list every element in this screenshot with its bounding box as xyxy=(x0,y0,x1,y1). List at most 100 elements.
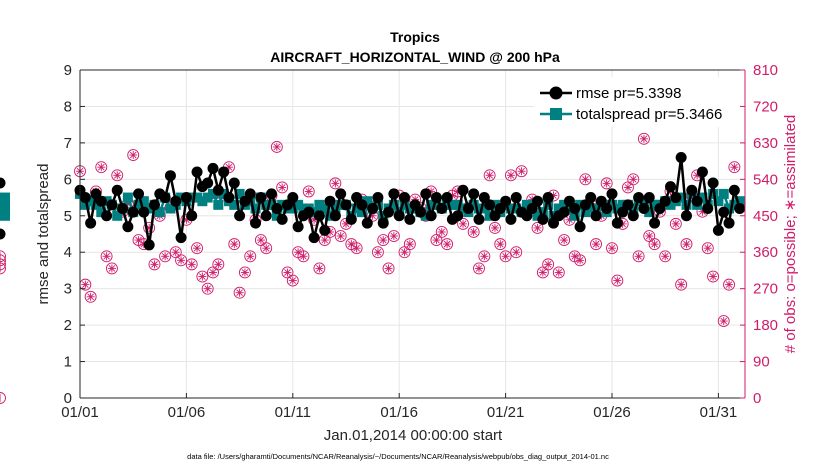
y2-tick-label-8: 720 xyxy=(753,98,778,115)
obs-assimilated-stroke-31-3 xyxy=(241,269,249,276)
y-tick-label-7: 7 xyxy=(64,135,72,152)
rmse-point-106 xyxy=(638,202,650,214)
spread-point-12 xyxy=(138,196,149,207)
y2-tick-label-1: 90 xyxy=(753,354,770,371)
y2-tick-label-2: 180 xyxy=(753,317,778,334)
obs-possible-marker-100 xyxy=(606,242,618,255)
obs-assimilated-stroke-74-3 xyxy=(470,228,477,236)
obs-point-43 xyxy=(302,185,315,198)
obs-assimilated-stroke-93-3 xyxy=(571,252,579,260)
rmse-point-112 xyxy=(670,192,682,204)
rmse-point-125 xyxy=(0,228,6,240)
rmse-point-53 xyxy=(356,199,368,211)
obs-possible-marker-108 xyxy=(648,238,661,251)
rmse-point-103 xyxy=(622,199,634,211)
obs-possible-marker-114 xyxy=(680,238,693,251)
obs-point-2 xyxy=(84,290,97,303)
obs-possible-marker-42 xyxy=(297,250,310,263)
x-tick-label-4: 01/21 xyxy=(487,404,525,421)
rmse-point-115 xyxy=(686,184,698,196)
obs-point-128 xyxy=(0,262,6,275)
rmse-point-44 xyxy=(308,232,320,244)
y2-tick-label-4: 360 xyxy=(753,244,778,261)
obs-possible-marker-123 xyxy=(728,161,741,174)
obs-possible-marker-43 xyxy=(302,185,315,198)
x-tick-label-6: 01/31 xyxy=(700,404,738,421)
obs-assimilated-stroke-51-3 xyxy=(348,240,355,248)
obs-assimilated-stroke-48-3 xyxy=(332,180,339,187)
y-tick-label-4: 4 xyxy=(64,244,72,261)
obs-point-83 xyxy=(515,165,528,178)
rmse-point-7 xyxy=(111,184,123,196)
obs-assimilated-stroke-40-3 xyxy=(289,277,297,284)
rmse-point-10 xyxy=(127,206,139,218)
obs-possible-marker-16 xyxy=(159,250,172,263)
obs-assimilated-stroke-22-3 xyxy=(193,244,201,252)
spread-point-7 xyxy=(112,210,123,221)
obs-assimilated-stroke-42-3 xyxy=(300,252,307,260)
spread-point-75 xyxy=(474,203,484,214)
obs-assimilated-stroke-16-3 xyxy=(161,252,169,260)
obs-point-19 xyxy=(175,254,188,267)
obs-assimilated-stroke-87-3 xyxy=(539,269,547,276)
obs-point-88 xyxy=(542,258,555,271)
spread-point-9 xyxy=(122,192,133,203)
rmse-point-11 xyxy=(133,188,145,200)
rmse-point-122 xyxy=(723,217,735,229)
obs-point-86 xyxy=(531,221,544,234)
y-tick-label-1: 1 xyxy=(64,354,72,371)
obs-point-129 xyxy=(0,392,6,404)
obs-assimilated-stroke-77-3 xyxy=(486,171,493,179)
rmse-point-1 xyxy=(79,192,91,204)
obs-assimilated-stroke-119-3 xyxy=(709,273,717,280)
rmse-point-123 xyxy=(728,184,740,196)
rmse-point-62 xyxy=(404,213,416,225)
obs-point-94 xyxy=(574,254,587,267)
obs-point-52 xyxy=(350,242,363,255)
chart-subtitle: AIRCRAFT_HORIZONTAL_WIND @ 200 hPa xyxy=(270,49,560,65)
obs-point-7 xyxy=(111,169,124,182)
obs-possible-marker-129 xyxy=(0,392,6,404)
spread-point-40 xyxy=(287,203,298,214)
obs-point-95 xyxy=(579,173,592,186)
spread-point-33 xyxy=(250,203,261,214)
obs-point-106 xyxy=(637,132,650,145)
spread-point-69 xyxy=(442,199,453,210)
rmse-series xyxy=(0,151,746,251)
rmse-point-82 xyxy=(510,192,522,204)
rmse-point-96 xyxy=(585,192,597,204)
obs-assimilated-stroke-68-3 xyxy=(438,228,446,236)
obs-point-58 xyxy=(382,262,395,275)
obs-point-23 xyxy=(196,270,209,283)
obs-possible-marker-80 xyxy=(499,250,512,263)
spread-point-41 xyxy=(293,199,304,210)
obs-point-112 xyxy=(669,217,682,230)
rmse-point-12 xyxy=(138,206,150,218)
obs-assimilated-stroke-123-3 xyxy=(731,163,738,171)
obs-possible-marker-119 xyxy=(707,270,720,283)
spread-point-120 xyxy=(713,196,724,207)
obs-point-90 xyxy=(552,266,565,279)
obs-possible-marker-45 xyxy=(313,262,326,275)
spread-point-86 xyxy=(532,210,543,221)
rmse-point-99 xyxy=(601,202,613,214)
rmse-point-101 xyxy=(611,217,623,229)
obs-possible-marker-81 xyxy=(504,169,517,182)
rmse-point-21 xyxy=(186,210,198,222)
rmse-point-14 xyxy=(148,199,160,211)
obs-point-81 xyxy=(504,169,517,182)
obs-point-97 xyxy=(590,238,602,251)
obs-point-110 xyxy=(659,250,672,263)
obs-assimilated-stroke-58-3 xyxy=(385,265,392,272)
obs-possible-marker-82 xyxy=(510,246,523,259)
obs-point-6 xyxy=(105,262,118,275)
obs-point-78 xyxy=(489,221,501,234)
obs-assimilated-stroke-57-3 xyxy=(379,236,387,244)
obs-point-74 xyxy=(467,226,480,238)
spread-point-36 xyxy=(266,199,277,210)
obs-possible-marker-121 xyxy=(717,315,730,328)
obs-point-35 xyxy=(260,242,273,255)
obs-point-69 xyxy=(441,238,454,251)
obs-assimilated-stroke-46-3 xyxy=(321,236,329,244)
obs-assimilated-stroke-10-3 xyxy=(129,151,137,159)
